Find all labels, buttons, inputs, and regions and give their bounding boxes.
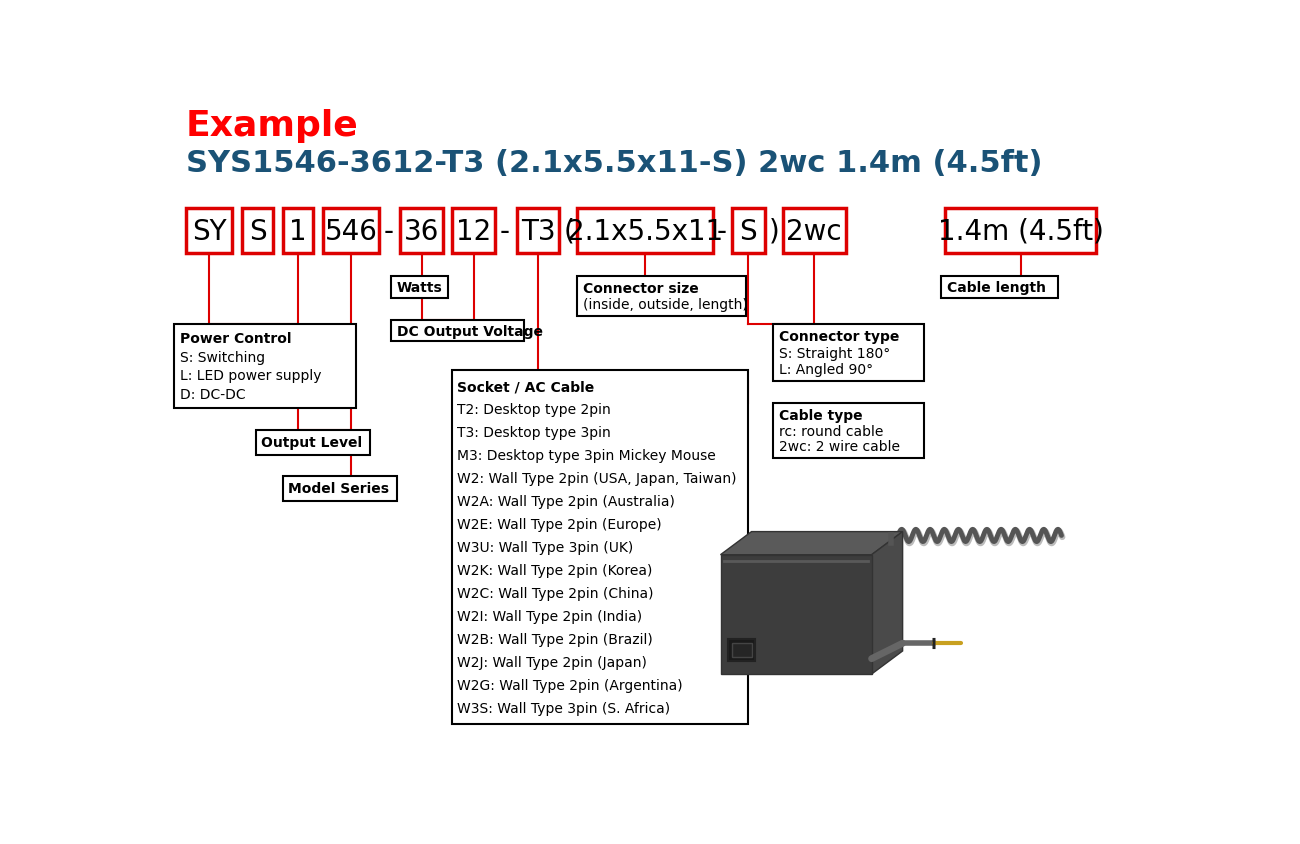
Bar [283, 209, 313, 253]
Text: 2wc: 2wc [786, 217, 842, 246]
Text: 546: 546 [325, 217, 377, 246]
Text: Socket / AC Cable: Socket / AC Cable [458, 380, 594, 393]
Text: 12: 12 [456, 217, 491, 246]
Text: W2A: Wall Type 2pin (Australia): W2A: Wall Type 2pin (Australia) [458, 495, 675, 508]
Text: Cable length: Cable length [946, 280, 1045, 295]
Bar [256, 430, 370, 455]
Text: S: S [740, 217, 757, 246]
Text: 1.4m (4.5ft): 1.4m (4.5ft) [937, 217, 1104, 246]
Bar [186, 209, 233, 253]
Text: L: Angled 90°: L: Angled 90° [779, 362, 872, 376]
Bar [451, 371, 748, 724]
Bar [391, 277, 447, 298]
Bar [391, 321, 524, 342]
Bar [774, 403, 924, 459]
Text: Cable type: Cable type [779, 408, 862, 423]
Text: -: - [500, 217, 510, 246]
Bar [516, 209, 559, 253]
Text: 2.1x5.5x11: 2.1x5.5x11 [567, 217, 723, 246]
Bar [720, 555, 871, 674]
Text: W2: Wall Type 2pin (USA, Japan, Taiwan): W2: Wall Type 2pin (USA, Japan, Taiwan) [458, 472, 737, 485]
Text: T3: Desktop type 3pin: T3: Desktop type 3pin [458, 425, 611, 440]
Text: SY: SY [191, 217, 226, 246]
Bar [783, 209, 846, 253]
Text: W2G: Wall Type 2pin (Argentina): W2G: Wall Type 2pin (Argentina) [458, 679, 682, 692]
Text: 36: 36 [404, 217, 439, 246]
Text: T2: Desktop type 2pin: T2: Desktop type 2pin [458, 403, 611, 417]
Text: SYS1546-3612-T3 (2.1x5.5x11-S) 2wc 1.4m (4.5ft): SYS1546-3612-T3 (2.1x5.5x11-S) 2wc 1.4m … [186, 149, 1043, 177]
Text: rc: round cable: rc: round cable [779, 425, 883, 438]
Polygon shape [871, 532, 902, 674]
Bar [577, 209, 712, 253]
Text: DC Output Voltage: DC Output Voltage [396, 324, 542, 338]
Text: W2I: Wall Type 2pin (India): W2I: Wall Type 2pin (India) [458, 609, 642, 623]
Text: Power Control: Power Control [179, 332, 291, 345]
Text: 2wc: 2 wire cable: 2wc: 2 wire cable [779, 440, 900, 453]
Text: L: LED power supply: L: LED power supply [179, 369, 321, 383]
Text: W2B: Wall Type 2pin (Brazil): W2B: Wall Type 2pin (Brazil) [458, 632, 653, 647]
Text: -: - [718, 217, 727, 246]
Text: -: - [384, 217, 394, 246]
Text: D: DC-DC: D: DC-DC [179, 388, 246, 402]
Text: W3U: Wall Type 3pin (UK): W3U: Wall Type 3pin (UK) [458, 540, 633, 555]
Bar [242, 209, 273, 253]
Bar [941, 277, 1058, 298]
Bar [322, 209, 378, 253]
Bar [452, 209, 495, 253]
Bar [774, 324, 924, 382]
Text: T3: T3 [521, 217, 555, 246]
Bar [577, 277, 746, 316]
Text: Watts: Watts [396, 280, 442, 295]
Bar [945, 209, 1096, 253]
Bar [174, 324, 356, 408]
Text: W2J: Wall Type 2pin (Japan): W2J: Wall Type 2pin (Japan) [458, 655, 647, 669]
Text: Model Series: Model Series [289, 482, 389, 496]
Bar [732, 209, 764, 253]
Text: ): ) [768, 217, 780, 246]
Text: S: Switching: S: Switching [179, 350, 265, 365]
Text: S: S [250, 217, 266, 246]
Text: 1: 1 [290, 217, 307, 246]
Text: Example: Example [186, 109, 359, 143]
Text: (inside, outside, length): (inside, outside, length) [582, 297, 747, 311]
Text: W2K: Wall Type 2pin (Korea): W2K: Wall Type 2pin (Korea) [458, 563, 653, 577]
Text: (: ( [563, 217, 575, 246]
Text: W3S: Wall Type 3pin (S. Africa): W3S: Wall Type 3pin (S. Africa) [458, 701, 670, 715]
Bar [732, 643, 751, 657]
Bar [400, 209, 443, 253]
Bar [282, 477, 398, 501]
Text: Output Level: Output Level [261, 436, 361, 450]
Text: W2E: Wall Type 2pin (Europe): W2E: Wall Type 2pin (Europe) [458, 517, 662, 532]
Text: S: Straight 180°: S: Straight 180° [779, 346, 890, 360]
Text: Connector size: Connector size [582, 282, 698, 296]
Text: Connector type: Connector type [779, 330, 900, 344]
Bar [728, 640, 755, 661]
Text: W2C: Wall Type 2pin (China): W2C: Wall Type 2pin (China) [458, 587, 654, 600]
Text: M3: Desktop type 3pin Mickey Mouse: M3: Desktop type 3pin Mickey Mouse [458, 448, 716, 463]
Polygon shape [720, 532, 902, 555]
